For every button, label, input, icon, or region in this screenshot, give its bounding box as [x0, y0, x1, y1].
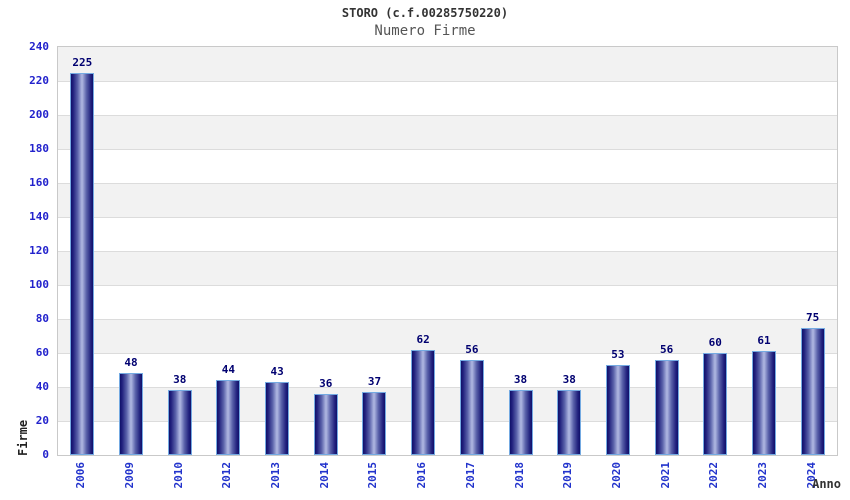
bar-2015: [362, 392, 387, 455]
bar-2006: [70, 72, 95, 455]
bar-value-label: 43: [270, 364, 284, 378]
bar-2013: [265, 381, 290, 455]
bar-2010: [167, 390, 192, 455]
grid-band: [58, 115, 837, 149]
bar-value-label: 60: [708, 336, 722, 349]
x-tick-label: 2017: [463, 462, 477, 489]
x-tick-label: 2020: [609, 462, 623, 489]
x-tick-label: 2016: [415, 462, 429, 489]
chart-title: STORO (c.f.00285750220): [341, 6, 509, 20]
bar-value-label: 62: [416, 332, 430, 346]
x-tick-label: 2021: [658, 462, 672, 489]
bar-value-label: 225: [72, 55, 93, 69]
y-tick-label: 140: [29, 210, 49, 223]
x-tick-label: 2013: [269, 462, 283, 489]
x-tick-label: 2010: [171, 462, 185, 489]
bar-value-label: 37: [367, 375, 382, 389]
y-tick-label: 100: [29, 278, 49, 291]
y-tick-label: 0: [42, 448, 49, 461]
bar-value-label: 53: [611, 347, 625, 361]
x-tick-label: 2015: [366, 462, 380, 489]
x-axis-title: Anno: [812, 477, 841, 491]
x-tick-label: 2014: [317, 462, 331, 489]
bar-value-label: 61: [757, 334, 771, 348]
bar-2014: [313, 393, 338, 455]
bar-value-label: 48: [124, 356, 138, 370]
bar-2017: [459, 359, 484, 455]
bar-value-label: 56: [659, 342, 674, 356]
bar-value-label: 36: [319, 376, 333, 390]
y-tick-label: 160: [29, 176, 49, 189]
bar-2023: [751, 351, 776, 455]
bar-value-label: 38: [562, 373, 576, 387]
y-tick-label: 80: [35, 312, 49, 325]
grid-band: [58, 251, 837, 285]
bar-2021: [654, 359, 679, 455]
bar-value-label: 56: [465, 342, 479, 356]
x-tick-label: 2009: [123, 462, 137, 489]
grid-band: [58, 319, 837, 353]
grid-band: [58, 217, 837, 251]
bar-2016: [411, 349, 436, 455]
x-tick-label: 2022: [707, 462, 721, 489]
bar-2020: [605, 364, 630, 455]
bar-2009: [119, 373, 144, 455]
grid-band: [58, 47, 837, 81]
bar-2018: [508, 390, 533, 455]
bar-value-label: 38: [173, 373, 187, 387]
bar-2022: [703, 353, 728, 455]
bar-2019: [557, 390, 582, 455]
y-tick-label: 120: [29, 244, 49, 257]
grid-band: [58, 285, 837, 319]
y-tick-label: 200: [29, 108, 49, 121]
x-tick-label: 2018: [512, 462, 526, 489]
grid-band: [58, 183, 837, 217]
x-tick-label: 2023: [755, 462, 769, 489]
y-tick-label: 60: [35, 346, 49, 359]
bar-value-label: 38: [513, 373, 528, 387]
y-tick-label: 180: [29, 142, 49, 155]
grid-band: [58, 149, 837, 183]
y-tick-label: 40: [35, 380, 49, 393]
y-tick-label: 240: [29, 40, 49, 53]
plot-area: 225 48 38 44 43 36 37 62 56 38 38 53 56 60 61 75: [57, 46, 838, 456]
grid-band: [58, 81, 837, 115]
bar-2024: [800, 327, 825, 455]
y-tick-label: 20: [35, 414, 49, 427]
chart-subtitle: Numero Firme: [374, 23, 476, 39]
bar-2012: [216, 380, 241, 455]
x-tick-label: 2019: [561, 462, 575, 489]
bar-value-label: 44: [221, 363, 236, 377]
x-tick-label: 2006: [74, 462, 88, 489]
bar-value-label: 75: [806, 310, 820, 324]
x-tick-label: 2012: [220, 462, 234, 489]
y-tick-label: 220: [29, 74, 49, 87]
